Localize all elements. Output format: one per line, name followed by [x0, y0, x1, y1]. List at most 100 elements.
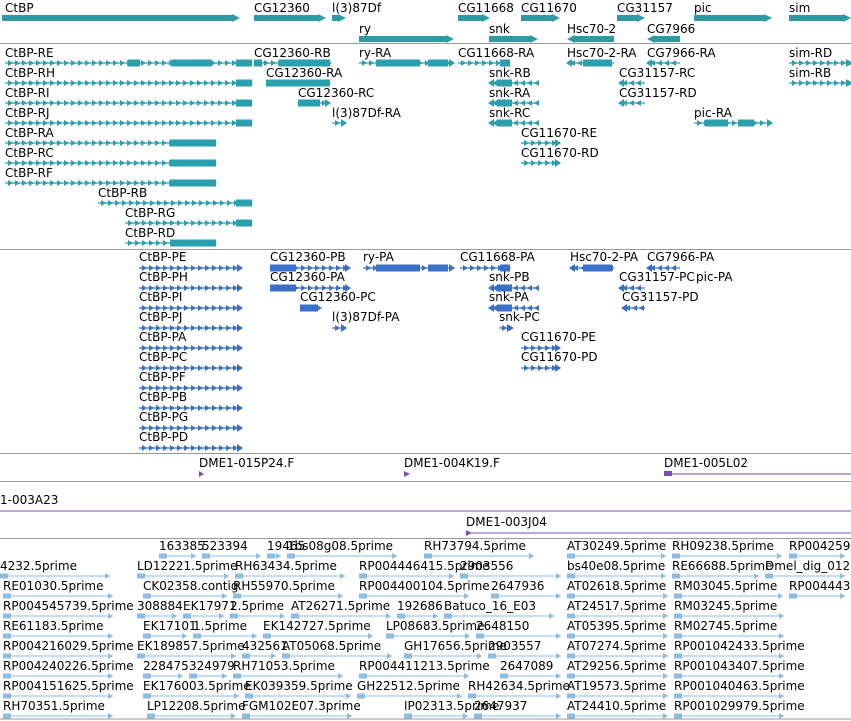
transcript-label: snk-RC	[489, 106, 530, 120]
protein-transcript	[460, 264, 511, 272]
gene-feature-bar	[647, 35, 680, 43]
est-arrow	[172, 613, 177, 619]
est-label: EK176003.5prime	[143, 679, 251, 693]
est-arrow	[840, 593, 845, 599]
transcript-label: CG11668-RA	[458, 46, 535, 60]
est-label: RP004411213.5prime	[359, 659, 490, 673]
est-label: EK142727.5prime	[263, 619, 371, 633]
est-label: AT30249.5prime	[567, 539, 666, 553]
est-label: 2647937	[474, 699, 527, 713]
est-label: RP001040463.5prime	[674, 679, 805, 693]
protein-transcript-end-arrow	[646, 264, 652, 272]
est-arrow	[779, 673, 784, 679]
est-arrow	[224, 573, 229, 579]
est-arrow	[280, 613, 285, 619]
protein-transcript	[646, 264, 680, 272]
est-arrow	[178, 673, 183, 679]
est-label: 163385	[159, 539, 205, 553]
est-arrow	[556, 713, 561, 719]
est-exon	[3, 713, 11, 719]
est-arrow	[433, 613, 438, 619]
est-arrow	[347, 713, 352, 719]
rna-transcript-end-arrow	[555, 159, 561, 167]
rna-transcript-strand-arrows	[8, 100, 251, 106]
rna-transcript-exon	[128, 59, 140, 67]
est-row-features	[3, 713, 784, 719]
protein-transcript-end-arrow	[507, 324, 513, 332]
rna-transcript-end-arrow	[247, 79, 253, 87]
gene-feature-bar	[332, 14, 346, 22]
est-exon	[674, 693, 682, 699]
gene-label: CG11670	[521, 1, 577, 15]
rna-transcript	[298, 99, 331, 107]
rna-transcript-exon	[236, 219, 252, 227]
protein-transcript-exon	[497, 304, 512, 312]
est-label: 4232.5prime	[0, 559, 77, 573]
est-exon	[263, 633, 271, 639]
est-arrow	[105, 573, 110, 579]
est-exon	[282, 653, 290, 659]
rna-transcript-end-arrow	[767, 119, 773, 127]
gene-feature-bar	[521, 14, 560, 22]
protein-transcript-end-arrow	[237, 324, 243, 332]
transcript-label: sim-RB	[789, 66, 831, 80]
gene-feature-bar	[359, 35, 454, 43]
est-exon	[242, 653, 250, 659]
est-exon	[404, 713, 412, 719]
rna-transcript-strand-arrows	[8, 120, 251, 126]
est-arrow	[663, 693, 668, 699]
gene-feature	[359, 35, 454, 43]
rna-transcript-strand-arrows	[622, 100, 641, 106]
gene-label: sim	[789, 1, 810, 15]
est-exon	[359, 593, 367, 599]
rna-transcript-exon	[236, 199, 252, 207]
est-exon	[233, 593, 241, 599]
rna-transcript	[359, 59, 455, 67]
rna-transcript	[488, 99, 539, 107]
est-label: RP001029979.5prime	[674, 699, 805, 713]
transcript-label: CtBP-RJ	[5, 106, 50, 120]
est-exon	[789, 553, 797, 559]
gene-feature-bar	[694, 14, 772, 22]
protein-transcript-strand-arrows	[142, 425, 238, 431]
rna-transcript-end-arrow	[211, 239, 217, 247]
transcript-label: Hsc70-2-PA	[570, 250, 639, 264]
rna-transcript	[98, 199, 253, 207]
est-exon	[476, 633, 484, 639]
rna-transcript-strand-arrows	[8, 80, 251, 86]
protein-transcript-end-arrow	[345, 284, 351, 292]
est-exon	[189, 673, 197, 679]
est-exon	[143, 593, 151, 599]
est-arrow	[556, 573, 561, 579]
protein-transcript-exon	[497, 284, 512, 292]
rna-transcript-exon	[497, 119, 512, 127]
est-arrow	[549, 613, 554, 619]
transcript-label: CtBP-PG	[139, 410, 188, 424]
rna-transcript-end-arrow	[488, 79, 494, 87]
est-label: 432561	[242, 639, 288, 653]
est-label: RH71053.5prime	[233, 659, 335, 673]
clone-label: DME1-003J04	[466, 515, 547, 529]
rna-transcript-end-arrow	[449, 59, 455, 67]
gene-feature	[2, 14, 240, 22]
est-label: RP001042433.5prime	[674, 639, 805, 653]
protein-transcript	[499, 324, 514, 332]
protein-transcript-end-arrow	[237, 424, 243, 432]
est-label: AT07274.5prime	[567, 639, 666, 653]
est-label: AT02618.5prime	[567, 579, 666, 593]
est-arrow	[840, 573, 845, 579]
rna-transcript-exon	[171, 59, 212, 67]
rna-transcript-exon	[170, 179, 216, 187]
est-exon	[291, 613, 299, 619]
rna-transcript-end-arrow	[247, 59, 253, 67]
est-exon	[789, 593, 797, 599]
rna-transcript-end-arrow	[325, 59, 331, 67]
est-arrow	[556, 593, 561, 599]
est-arrow	[663, 633, 668, 639]
est-exon	[359, 673, 367, 679]
est-exon	[397, 613, 405, 619]
est-arrow	[222, 673, 227, 679]
est-label: RP004545739.5prime	[3, 599, 134, 613]
est-arrow	[556, 673, 561, 679]
